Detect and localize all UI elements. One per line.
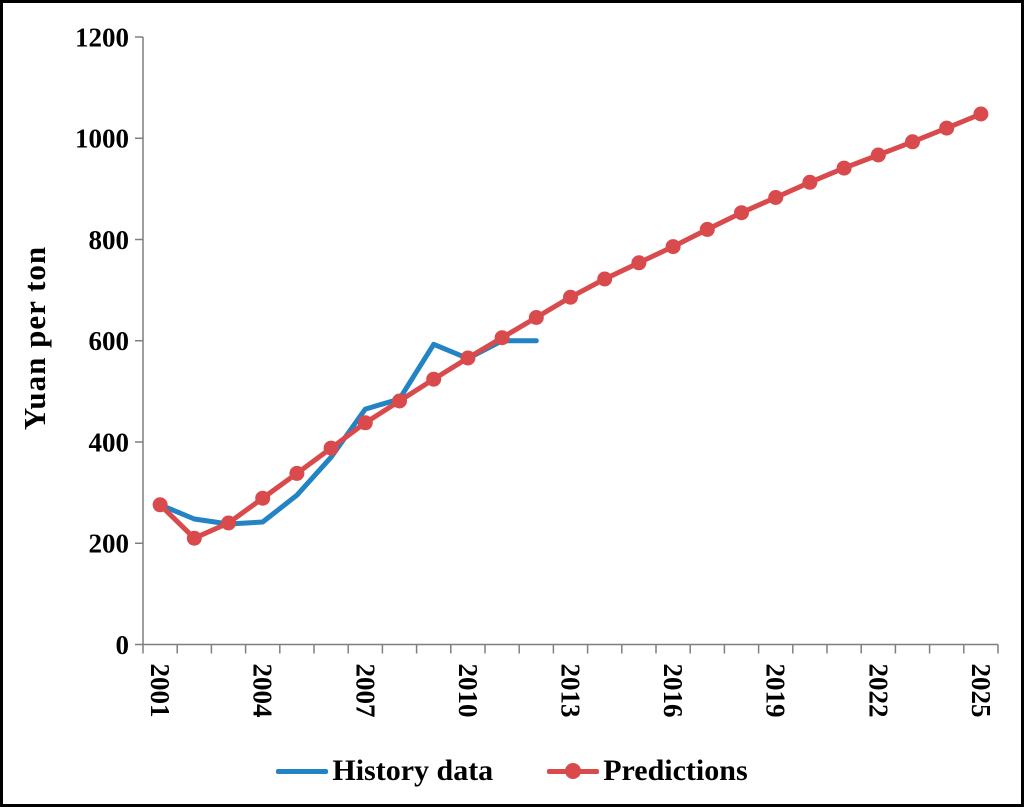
y-axis-title: Yuan per ton [17,245,52,431]
series-marker-1 [973,106,989,122]
x-tick-label: 2016 [658,664,688,718]
series-marker-1 [221,515,236,531]
series-marker-1 [563,289,578,305]
y-tick-label: 400 [89,427,130,457]
series-marker-1 [597,271,613,287]
series-marker-1 [357,415,373,431]
series-marker-1 [152,497,168,513]
legend-label-predictions: Predictions [603,754,748,787]
x-tick-label: 2004 [248,664,278,718]
x-tick-label: 2019 [761,664,791,718]
x-tick-label: 2007 [350,664,380,718]
series-marker-1 [665,239,681,255]
y-tick-label: 800 [89,225,130,255]
predictions-line-swatch [547,763,600,779]
history-data-line-swatch [276,768,329,774]
chart-plot-area: 0 200 400 600 800 1000 1200 2001 2004 2007 2010 201… [75,22,999,718]
y-tick-label: 1000 [75,124,129,154]
series-marker-1 [392,393,407,409]
y-tick-label: 0 [116,630,130,660]
series-marker-1 [870,147,886,163]
y-tick-label: 600 [89,326,130,356]
series-marker-1 [255,490,271,506]
series-marker-1 [699,221,715,237]
y-tick-label: 1200 [75,22,129,52]
series-marker-1 [734,205,749,221]
legend-label-history-data: History data [332,754,494,787]
x-tick-label: 2022 [863,664,893,718]
predictions-marker-swatch [565,763,582,779]
series-marker-1 [802,174,818,190]
series-marker-1 [426,371,442,387]
x-tick-label: 2010 [453,664,483,718]
series-marker-1 [289,465,305,481]
x-tick-label: 2001 [145,664,175,718]
series-marker-1 [494,330,510,346]
series-marker-1 [836,160,852,176]
legend-item-history-data: History data [276,754,493,788]
x-tick-label: 2013 [556,664,586,718]
series-line-1 [157,111,984,541]
series-marker-1 [768,190,784,205]
series-marker-1 [186,530,202,546]
y-tick-label: 200 [89,529,130,559]
series-marker-1 [460,350,476,366]
legend-item-predictions: Predictions [547,754,748,788]
series-marker-1 [905,134,920,150]
series-marker-1 [528,310,544,325]
legend: History data Predictions [3,754,1021,788]
series-marker-1 [939,120,955,136]
series-marker-1 [631,255,647,271]
series-marker-1 [323,440,339,456]
x-tick-label: 2025 [966,664,996,718]
